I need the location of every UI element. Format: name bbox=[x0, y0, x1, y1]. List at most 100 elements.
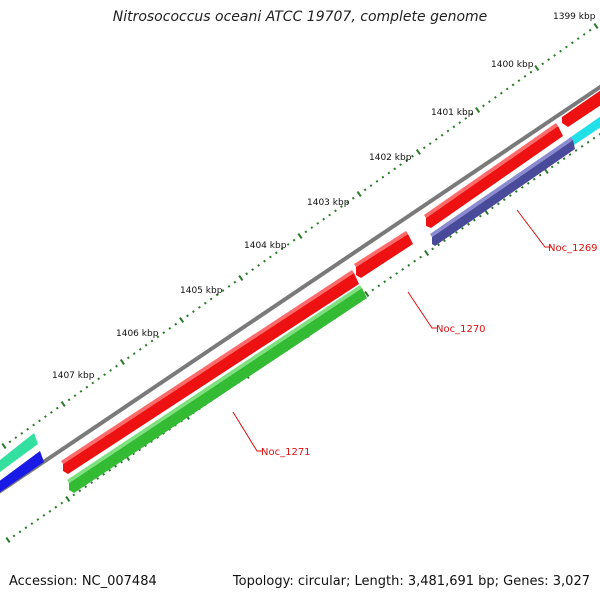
ruler-minor-tick bbox=[458, 121, 461, 124]
ruler-ticks bbox=[1, 23, 598, 449]
ruler-minor-tick bbox=[371, 289, 374, 292]
ruler-minor-tick bbox=[383, 280, 386, 283]
ruler-minor-tick bbox=[429, 142, 432, 145]
ruler-minor-tick bbox=[139, 348, 142, 351]
ruler-minor-tick bbox=[559, 50, 562, 53]
ruler-minor-tick bbox=[204, 302, 207, 305]
ruler-minor-tick bbox=[174, 323, 177, 326]
ruler-minor-tick bbox=[68, 398, 71, 401]
ruler-minor-tick bbox=[13, 535, 16, 538]
ruler-major-tick bbox=[475, 107, 480, 113]
ruler-minor-tick bbox=[515, 190, 518, 193]
ruler-minor-tick bbox=[145, 344, 148, 347]
ruler-minor-tick bbox=[9, 440, 12, 443]
ruler-major-tick bbox=[424, 250, 429, 256]
ruler-label: 1401 kbp bbox=[431, 108, 474, 118]
ruler-minor-tick bbox=[419, 256, 422, 259]
ruler-minor-tick bbox=[168, 327, 171, 330]
ruler-minor-tick bbox=[109, 369, 112, 372]
ruler-minor-tick bbox=[54, 506, 57, 509]
ruler-minor-tick bbox=[151, 340, 154, 343]
ruler-minor-tick bbox=[91, 382, 94, 385]
ruler-minor-tick bbox=[305, 230, 308, 233]
ruler-minor-tick bbox=[551, 166, 554, 169]
ruler-label: 1406 kbp bbox=[116, 329, 159, 339]
ruler-minor-tick bbox=[19, 530, 22, 533]
ruler-label: 1405 kbp bbox=[180, 286, 223, 296]
ruler-minor-tick bbox=[103, 373, 106, 376]
gene-label-noc-1269: Noc_1269 bbox=[548, 243, 598, 254]
ruler-label: 1404 kbp bbox=[244, 241, 287, 251]
genome-backbone bbox=[0, 77, 600, 498]
ruler-minor-tick bbox=[275, 251, 278, 254]
ruler-major-tick bbox=[65, 496, 70, 502]
ruler-major-tick bbox=[1, 443, 6, 449]
ruler-minor-tick bbox=[533, 178, 536, 181]
ruler-major-tick bbox=[179, 317, 184, 323]
ruler-minor-tick bbox=[364, 188, 367, 191]
ruler-minor-tick bbox=[512, 83, 515, 86]
ruler-minor-tick bbox=[435, 138, 438, 141]
ruler-minor-tick bbox=[322, 218, 325, 221]
ruler-minor-tick bbox=[521, 186, 524, 189]
ruler-minor-tick bbox=[524, 75, 527, 78]
ruler-minor-tick bbox=[257, 264, 260, 267]
ruler-minor-tick bbox=[234, 281, 237, 284]
ruler-minor-tick bbox=[228, 285, 231, 288]
ruler-minor-tick bbox=[25, 526, 28, 529]
ruler-minor-tick bbox=[503, 198, 506, 201]
ruler-minor-tick bbox=[413, 260, 416, 263]
ruler-minor-tick bbox=[377, 284, 380, 287]
ruler-minor-tick bbox=[97, 377, 100, 380]
ruler-minor-tick bbox=[78, 489, 81, 492]
genome-map: 1399 kbp 1400 kbp 1401 kbp 1402 kbp 1403… bbox=[0, 0, 600, 600]
ruler-minor-tick bbox=[263, 260, 266, 263]
ruler-minor-tick bbox=[192, 310, 195, 313]
ruler-minor-tick bbox=[74, 394, 77, 397]
ruler-minor-tick bbox=[453, 125, 456, 128]
ruler-minor-tick bbox=[245, 272, 248, 275]
ruler-minor-tick bbox=[251, 268, 254, 271]
ruler-minor-tick bbox=[80, 390, 83, 393]
ruler-minor-tick bbox=[569, 153, 572, 156]
ruler-minor-tick bbox=[56, 407, 59, 410]
ruler-minor-tick bbox=[316, 222, 319, 225]
ruler-minor-tick bbox=[593, 137, 596, 140]
ruler-minor-tick bbox=[557, 161, 560, 164]
ruler-minor-tick bbox=[581, 145, 584, 148]
ruler-minor-tick bbox=[370, 184, 373, 187]
ruler-minor-tick bbox=[441, 134, 444, 137]
ruler-label: 1407 kbp bbox=[52, 371, 95, 381]
ruler-minor-tick bbox=[20, 432, 23, 435]
gene-noc-1271-track bbox=[67, 285, 367, 493]
ruler-minor-tick bbox=[491, 207, 494, 210]
ruler-major-tick bbox=[357, 191, 362, 197]
ruler-minor-tick bbox=[376, 180, 379, 183]
ruler-minor-tick bbox=[86, 386, 89, 389]
ruler-minor-tick bbox=[509, 194, 512, 197]
ruler-minor-tick bbox=[43, 514, 46, 517]
leader-noc-1269 bbox=[517, 210, 552, 247]
ruler-label: 1403 kbp bbox=[307, 198, 350, 208]
ruler-minor-tick bbox=[553, 54, 556, 57]
leader-noc-1270 bbox=[408, 292, 437, 328]
ruler-minor-tick bbox=[186, 314, 189, 317]
leader-noc-1271 bbox=[233, 412, 262, 451]
ruler-minor-tick bbox=[541, 62, 544, 65]
ruler-minor-tick bbox=[488, 100, 491, 103]
ruler-minor-tick bbox=[587, 141, 590, 144]
ruler-minor-tick bbox=[527, 182, 530, 185]
ruler-minor-tick bbox=[328, 214, 331, 217]
ruler-minor-tick bbox=[577, 37, 580, 40]
ruler-minor-tick bbox=[382, 176, 385, 179]
gene-noc-1269-forward bbox=[424, 123, 563, 228]
ruler-minor-tick bbox=[423, 146, 426, 149]
ruler-minor-tick bbox=[133, 352, 136, 355]
map-title: Nitrosococcus oceani ATCC 19707, complet… bbox=[0, 9, 600, 25]
ruler-minor-tick bbox=[482, 104, 485, 107]
ruler-major-tick bbox=[61, 401, 66, 407]
ruler-minor-tick bbox=[389, 276, 392, 279]
ruler-major-tick bbox=[238, 275, 243, 281]
ruler-major-tick bbox=[416, 149, 421, 155]
ruler-minor-tick bbox=[407, 264, 410, 267]
